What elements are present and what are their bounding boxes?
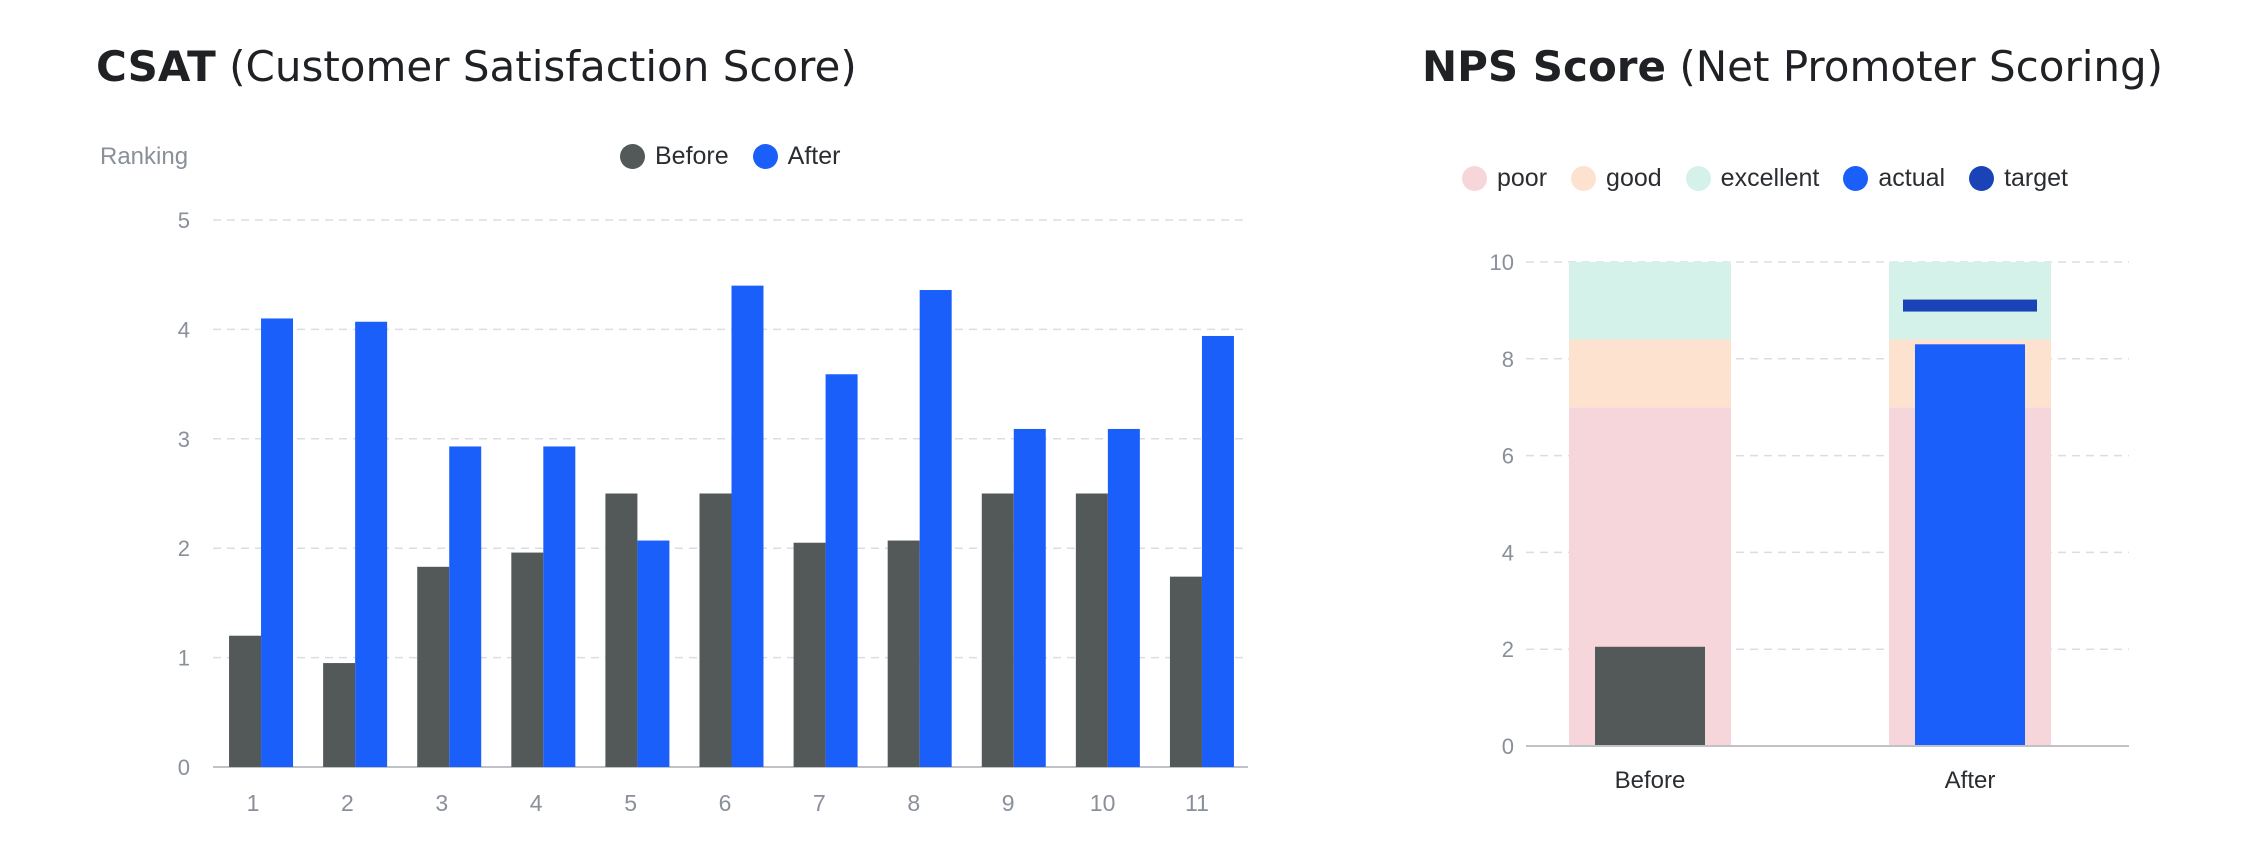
csat-x-tick-label: 10: [1090, 790, 1116, 816]
csat-title-bold: CSAT: [96, 42, 216, 91]
csat-bar-before: [417, 566, 450, 767]
csat-legend-label: Before: [655, 142, 729, 170]
csat-legend-swatch-before: [620, 144, 645, 169]
csat-x-tick-label: 11: [1185, 790, 1209, 816]
nps-bar-actual: [1915, 344, 2025, 746]
csat-y-tick-label: 0: [178, 755, 190, 780]
csat-chart-title: CSAT (Customer Satisfaction Score): [96, 42, 857, 91]
nps-legend-swatch-target: [1969, 166, 1995, 191]
csat-y-tick-label: 5: [178, 208, 190, 233]
csat-bar-after: [261, 318, 294, 767]
nps-legend-swatch-poor: [1462, 166, 1487, 191]
csat-bar-after: [1107, 428, 1140, 767]
csat-x-tick-label: 5: [624, 790, 637, 816]
nps-range-good: [1569, 339, 1731, 408]
nps-legend-item-good[interactable]: good: [1571, 164, 1662, 193]
csat-bar-before: [887, 540, 920, 767]
nps-target-marker: [1903, 299, 2037, 312]
csat-x-tick-label: 3: [435, 790, 448, 816]
nps-bar-actual: [1595, 646, 1705, 746]
nps-range-excellent: [1569, 262, 1731, 340]
nps-x-tick-label: Before: [1615, 767, 1686, 794]
csat-x-tick-label: 7: [813, 790, 826, 816]
nps-legend-item-actual[interactable]: actual: [1843, 164, 1945, 193]
nps-title-subtitle: (Net Promoter Scoring): [1679, 42, 2164, 91]
csat-y-tick-label: 2: [178, 536, 190, 561]
csat-y-tick-label: 3: [178, 427, 190, 452]
csat-bar-before: [1169, 576, 1202, 767]
csat-bar-before: [605, 493, 638, 767]
nps-y-tick-label: 10: [1490, 250, 1514, 275]
csat-bar-after: [1013, 428, 1046, 767]
csat-x-tick-label: 1: [247, 790, 260, 816]
csat-x-tick-label: 8: [907, 790, 920, 816]
nps-x-tick-label: After: [1945, 767, 1996, 794]
nps-legend-swatch-good: [1571, 166, 1597, 191]
nps-legend-label: good: [1606, 164, 1662, 192]
nps-y-tick-label: 4: [1502, 540, 1514, 565]
nps-y-tick-label: 6: [1502, 444, 1514, 469]
csat-title-subtitle: (Customer Satisfaction Score): [229, 42, 857, 91]
nps-legend-label: target: [2004, 164, 2068, 192]
nps-legend-swatch-actual: [1843, 166, 1869, 191]
nps-legend: poor good excellent actual target: [1462, 164, 2068, 193]
csat-x-tick-label: 2: [341, 790, 354, 816]
csat-bar-after: [1201, 335, 1234, 767]
csat-bar-after: [637, 540, 670, 767]
csat-bar-after: [919, 290, 952, 767]
nps-y-tick-label: 8: [1502, 347, 1514, 372]
csat-bar-after: [731, 285, 764, 767]
csat-legend-label: After: [787, 142, 841, 170]
csat-bar-after: [449, 446, 482, 767]
csat-bar-before: [981, 493, 1014, 767]
csat-y-axis-label: Ranking: [100, 143, 189, 170]
nps-chart-title: NPS Score (Net Promoter Scoring): [1422, 42, 2163, 91]
csat-legend-swatch-after: [752, 144, 778, 169]
csat-bar-before: [793, 542, 826, 767]
csat-x-tick-label: 6: [719, 790, 732, 816]
csat-legend-item-before[interactable]: Before: [620, 142, 729, 171]
csat-y-tick-label: 1: [178, 646, 190, 671]
nps-title-bold: NPS Score: [1422, 42, 1667, 91]
nps-legend-label: excellent: [1720, 164, 1820, 192]
csat-bar-before: [699, 493, 732, 767]
nps-legend-swatch-excellent: [1685, 166, 1711, 191]
csat-bar-after: [355, 321, 388, 767]
nps-legend-label: actual: [1878, 164, 1946, 192]
csat-x-tick-label: 4: [530, 790, 543, 816]
nps-legend-item-poor[interactable]: poor: [1462, 164, 1547, 193]
csat-bar-before: [1075, 493, 1108, 767]
nps-y-tick-label: 2: [1502, 637, 1514, 662]
nps-legend-label: poor: [1497, 164, 1548, 192]
csat-bar-after: [825, 374, 858, 767]
csat-y-tick-label: 4: [178, 317, 190, 342]
csat-bar-before: [323, 663, 356, 767]
csat-legend: Before After: [620, 142, 840, 171]
csat-legend-item-after[interactable]: After: [752, 142, 841, 171]
csat-x-tick-label: 9: [1002, 790, 1015, 816]
csat-bar-before: [229, 635, 262, 767]
csat-bar-after: [543, 446, 576, 767]
nps-legend-item-target[interactable]: target: [1969, 164, 2068, 193]
csat-bar-before: [511, 552, 544, 767]
nps-legend-item-excellent[interactable]: excellent: [1685, 164, 1820, 193]
nps-y-tick-label: 0: [1502, 734, 1514, 759]
